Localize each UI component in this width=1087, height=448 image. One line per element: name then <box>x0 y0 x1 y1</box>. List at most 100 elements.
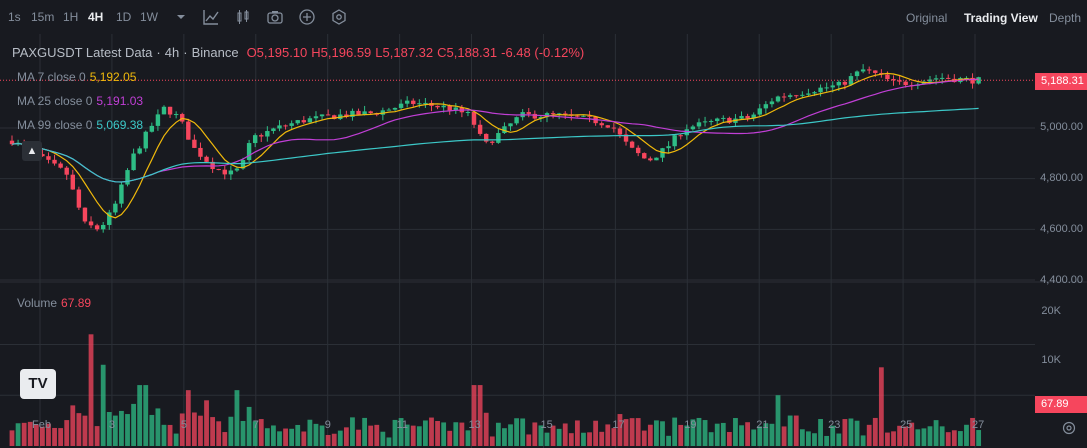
volume-bar <box>9 430 15 446</box>
price-chart[interactable] <box>0 34 1087 448</box>
volume-bar <box>550 425 556 446</box>
candle <box>757 108 762 115</box>
candle <box>289 123 294 126</box>
high-value: H5,196.59 <box>311 45 372 60</box>
candle <box>769 101 775 105</box>
volume-bar <box>951 430 957 446</box>
collapse-legend-button[interactable]: ▲ <box>22 141 42 161</box>
volume-bar <box>167 424 173 446</box>
volume-bar <box>331 433 337 446</box>
volume-bar <box>891 431 896 446</box>
candle <box>94 225 100 230</box>
volume-bar <box>368 425 374 446</box>
candle <box>368 111 373 114</box>
view-trading-view[interactable]: Trading View <box>964 11 1038 25</box>
timeframe-4h[interactable]: 4H <box>88 10 104 24</box>
volume-bar <box>416 426 422 446</box>
volume-bar <box>27 421 33 446</box>
view-depth[interactable]: Depth <box>1049 11 1082 25</box>
volume-bar <box>374 424 380 446</box>
symbol-label: PAXGUSDT Latest Data <box>12 45 153 60</box>
volume-bar <box>733 418 738 446</box>
price-tick: 4,400.00 <box>1040 274 1083 286</box>
candle <box>654 157 659 161</box>
candle <box>46 156 51 160</box>
candle <box>398 103 404 108</box>
candle <box>599 123 604 126</box>
chevron-down-icon[interactable] <box>172 8 190 26</box>
timeframe-1w[interactable]: 1W <box>140 10 158 24</box>
candle <box>283 125 288 127</box>
volume-bar <box>313 423 319 446</box>
candle-type-icon[interactable] <box>234 8 252 26</box>
volume-bar <box>708 432 714 446</box>
volume-bar <box>319 425 325 446</box>
candle <box>927 79 933 82</box>
date-tick: Feb <box>32 419 51 431</box>
candle <box>806 93 811 95</box>
ohlc-legend: PAXGUSDT Latest Data · 4h · Binance O5,195.10… <box>12 45 585 60</box>
volume-bar <box>447 430 453 446</box>
candle <box>173 114 179 116</box>
candle <box>854 71 860 77</box>
add-indicator-icon[interactable] <box>298 8 316 26</box>
candle <box>490 141 495 143</box>
view-original[interactable]: Original <box>906 11 948 25</box>
candle <box>812 92 817 94</box>
candle <box>301 120 307 123</box>
candle <box>739 115 744 119</box>
volume-bar <box>106 412 112 446</box>
volume-bar <box>240 420 246 446</box>
volume-bar <box>824 435 830 446</box>
candle <box>897 80 902 82</box>
candle <box>392 107 398 110</box>
volume-bar <box>337 430 343 446</box>
volume-bar <box>787 415 793 446</box>
volume-bar <box>520 418 526 446</box>
candle <box>155 114 161 126</box>
volume-bar <box>866 424 872 446</box>
candle <box>751 114 756 119</box>
volume-bar <box>641 430 647 446</box>
date-tick: 9 <box>324 419 331 431</box>
candle <box>708 121 714 123</box>
candle <box>58 163 63 168</box>
candle <box>76 189 82 208</box>
timeframe-15m[interactable]: 15m <box>31 10 55 24</box>
candle <box>526 112 531 114</box>
volume-bar <box>532 422 538 446</box>
camera-icon[interactable] <box>266 8 284 26</box>
ma25-legend: MA 25 close 0 5,191.03 <box>17 94 147 108</box>
settings-hex-icon[interactable] <box>330 8 348 26</box>
volume-bar <box>726 432 732 446</box>
candle <box>891 79 896 81</box>
gear-icon[interactable] <box>1061 420 1077 436</box>
candle <box>143 131 148 149</box>
candle <box>113 203 118 213</box>
candle <box>946 77 951 79</box>
volume-bar <box>386 437 392 446</box>
volume-bar <box>581 432 586 446</box>
candle <box>581 115 586 117</box>
candle <box>423 102 428 104</box>
volume-bar <box>283 428 288 446</box>
volume-bar <box>793 415 799 446</box>
candle <box>550 113 556 115</box>
date-tick: 11 <box>396 419 409 431</box>
volume-bar <box>538 425 544 446</box>
candle <box>885 74 890 80</box>
volume-bar <box>52 427 57 446</box>
candle <box>107 212 112 225</box>
timeframe-1h[interactable]: 1H <box>63 10 79 24</box>
volume-bar <box>21 422 27 446</box>
timeframe-1s[interactable]: 1s <box>8 10 21 24</box>
candle <box>587 115 592 117</box>
candle <box>721 117 726 119</box>
timeframe-1d[interactable]: 1D <box>116 10 132 24</box>
volume-bar <box>635 418 641 446</box>
candle <box>794 95 799 97</box>
volume-bar <box>751 429 757 446</box>
candle <box>119 184 124 204</box>
indicator-icon[interactable] <box>202 8 220 26</box>
candle <box>787 95 793 97</box>
